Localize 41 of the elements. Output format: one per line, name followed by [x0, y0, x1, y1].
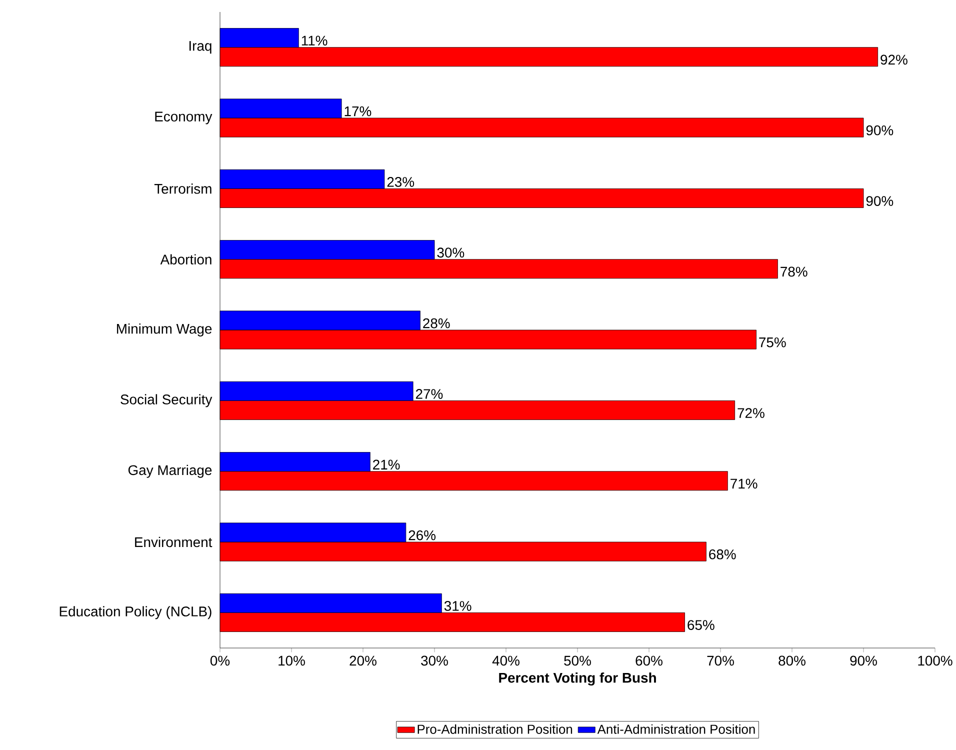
y-tick-label: Minimum Wage: [117, 324, 212, 336]
x-tick-label: 70%: [707, 656, 734, 666]
data-label: 65%: [688, 620, 714, 630]
x-tick-label: 0%: [210, 656, 230, 666]
data-label: 28%: [423, 318, 450, 328]
x-tick-label: 30%: [421, 656, 448, 666]
data-label: 21%: [373, 460, 400, 470]
data-label: 78%: [780, 266, 808, 277]
data-label: 71%: [730, 478, 758, 489]
data-label: 90%: [866, 125, 894, 136]
legend-label: Anti-Administration Position: [597, 724, 755, 734]
x-tick-label: 80%: [778, 656, 806, 666]
y-tick-label: Economy: [155, 112, 212, 124]
data-label: 92%: [880, 54, 908, 65]
data-label: 30%: [437, 248, 464, 258]
x-tick-label: 40%: [492, 656, 520, 666]
y-tick-label: Iraq: [189, 41, 212, 54]
data-label: 11%: [302, 36, 328, 46]
data-label: 72%: [738, 408, 764, 418]
data-label: 27%: [416, 389, 443, 399]
data-label: 68%: [709, 549, 736, 560]
y-tick-label: Terrorism: [154, 184, 212, 194]
y-tick-label: Abortion: [160, 254, 212, 264]
x-axis-title: Percent Voting for Bush: [499, 672, 656, 686]
y-tick-label: Social Security: [120, 394, 212, 408]
x-tick-label: 90%: [850, 656, 877, 666]
x-tick-label: 50%: [564, 656, 591, 666]
data-label: 17%: [344, 106, 372, 116]
data-label: 26%: [408, 530, 436, 540]
data-label: 23%: [387, 177, 414, 187]
y-tick-label: Gay Marriage: [128, 464, 212, 478]
y-tick-label: Environment: [135, 536, 212, 548]
data-label: 75%: [759, 337, 786, 348]
y-tick-label: Education Policy (NCLB): [60, 606, 212, 620]
data-label: 90%: [866, 196, 894, 206]
x-tick-label: 10%: [278, 656, 305, 666]
x-tick-label: 20%: [350, 656, 376, 666]
legend-label: Pro-Administration Position: [418, 724, 572, 734]
x-tick-label: 60%: [636, 656, 662, 666]
data-label: 31%: [444, 601, 472, 611]
x-tick-label: 100%: [918, 656, 952, 666]
